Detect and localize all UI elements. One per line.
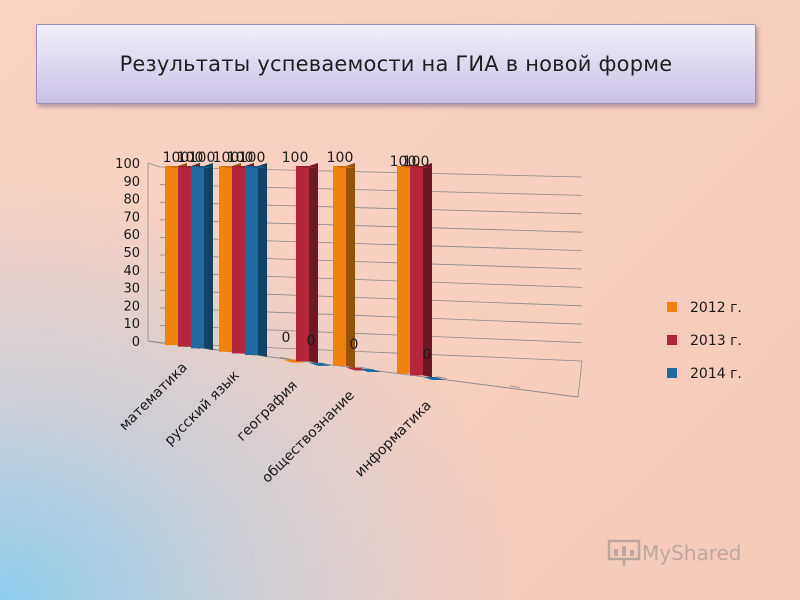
bar-side [309,163,318,364]
legend-label: 2012 г. [690,300,742,316]
data-label: 0 [282,330,291,346]
wall-edge [147,162,161,168]
bar-top [245,166,267,168]
legend-swatch [667,302,677,312]
bar-top [333,166,355,168]
bar-side [346,163,355,368]
y-tick-label: 80 [123,193,140,208]
y-tick-label: 0 [132,335,140,350]
watermark-text: MyShared [642,541,742,565]
bar [296,166,309,362]
bar [283,359,305,363]
bar [333,166,346,366]
bar-side [204,163,213,351]
bar [178,166,191,347]
bar-top [296,166,318,168]
bar-top [191,166,213,168]
y-tick-label: 20 [123,299,140,314]
y-tick-label: 40 [123,264,140,279]
data-label: 100 [177,150,204,166]
bar-side [258,163,267,357]
category-tick [279,356,291,360]
y-tick-label: 90 [123,175,140,190]
data-label: 100 [403,154,430,170]
data-label: 100 [390,154,417,170]
y-tick-label: 70 [123,210,140,225]
data-label: 100 [327,150,354,166]
data-label: 100 [189,150,216,166]
y-tick-label: 30 [123,282,140,297]
bar [219,166,232,352]
y-tick-label: 100 [115,157,140,172]
data-label: 0 [350,337,359,353]
y-tick-label: 60 [123,228,140,243]
y-tick-label: 50 [123,246,140,261]
bar [309,362,331,366]
bar-top [410,166,432,168]
category-label: информатика [352,398,435,481]
chart-title-box: Результаты успеваемости на ГИА в новой ф… [36,24,756,104]
y-tick-label: 10 [123,317,140,332]
data-label: 100 [227,150,254,166]
category-tick [359,366,371,370]
data-label: 100 [239,150,266,166]
bar [423,376,445,380]
bar [165,166,178,346]
data-label: 100 [282,150,309,166]
bar [245,166,258,355]
category-label: география [234,378,301,445]
chart-title: Результаты успеваемости на ГИА в новой ф… [119,52,673,76]
legend-label: 2013 г. [690,333,742,349]
watermark-logo: MyShared [606,538,742,568]
category-tick [436,376,448,380]
data-label: 100 [163,150,190,166]
category-tick [509,385,521,389]
data-label: 0 [307,333,316,349]
bar [359,369,381,373]
bar [191,166,204,349]
floor-edge [577,360,583,398]
bar-side [423,163,432,378]
data-label: 100 [213,150,240,166]
bar [410,166,423,376]
data-label: 0 [423,347,432,363]
presentation-icon [607,539,641,566]
legend-label: 2014 г. [690,366,742,382]
bar [232,166,245,354]
legend-swatch [667,335,677,345]
bar [397,166,410,374]
legend-swatch [667,368,677,378]
